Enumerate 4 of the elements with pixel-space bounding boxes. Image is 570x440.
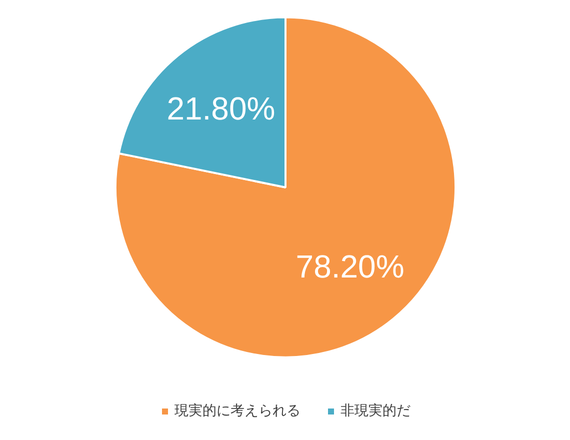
legend-label: 現実的に考えられる (174, 402, 300, 420)
data-label: 21.80% (166, 90, 276, 126)
data-label: 78.20% (296, 248, 404, 284)
legend-label: 非現実的だ (340, 402, 410, 420)
